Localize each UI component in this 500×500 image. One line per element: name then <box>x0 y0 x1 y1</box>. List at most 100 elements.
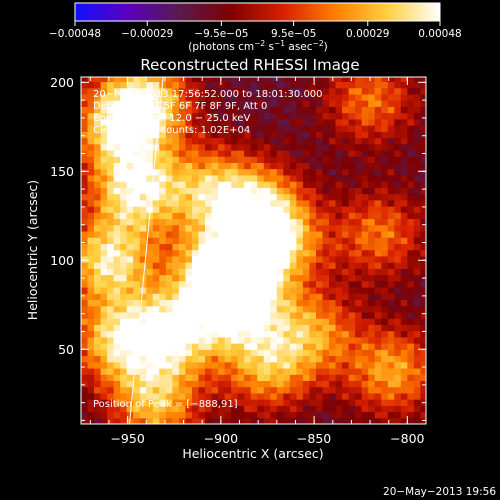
heatmap-cell <box>315 411 324 419</box>
heatmap-cell <box>113 367 121 375</box>
heatmap-cell <box>413 274 422 282</box>
heatmap-cell <box>120 336 128 344</box>
heatmap-cell <box>361 218 369 226</box>
heatmap-cell <box>107 112 115 120</box>
heatmap-cell <box>302 77 311 83</box>
heatmap-cell <box>270 125 278 132</box>
heatmap-cell <box>244 355 252 363</box>
heatmap-cell <box>381 405 389 413</box>
heatmap-cell <box>413 249 422 257</box>
heatmap-cell <box>322 87 330 95</box>
heatmap-cell <box>296 405 304 413</box>
heatmap-cell <box>270 131 278 139</box>
heatmap-cell <box>172 187 180 195</box>
heatmap-cell <box>139 286 147 294</box>
heatmap-cell <box>283 299 291 307</box>
heatmap-cell <box>374 255 382 263</box>
heatmap-cell <box>231 343 239 350</box>
heatmap-cell <box>198 399 206 406</box>
heatmap-cell <box>335 392 343 400</box>
heatmap-cell <box>296 206 304 213</box>
heatmap-cell <box>361 249 369 257</box>
heatmap-cell <box>361 411 369 419</box>
heatmap-cell <box>394 374 402 381</box>
heatmap-cell <box>302 374 311 381</box>
heatmap-cell <box>237 206 245 213</box>
heatmap-cell <box>231 355 239 363</box>
heatmap-cell <box>315 374 324 381</box>
heatmap-cell <box>231 274 239 282</box>
heatmap-cell <box>296 386 304 394</box>
heatmap-cell <box>296 193 304 201</box>
heatmap-cell <box>355 243 363 251</box>
heatmap-cell <box>296 262 304 269</box>
heatmap-cell <box>394 367 402 375</box>
heatmap-cell <box>413 392 422 400</box>
heatmap-cell <box>224 305 232 313</box>
heatmap-cell <box>302 262 311 269</box>
heatmap-cell <box>133 224 141 232</box>
heatmap-cell <box>165 181 173 188</box>
heatmap-cell <box>87 193 95 201</box>
heatmap-cell <box>126 87 134 95</box>
heatmap-cell <box>361 343 369 350</box>
heatmap-cell <box>309 100 317 107</box>
heatmap-cell <box>172 280 180 288</box>
heatmap-cell <box>413 343 422 350</box>
heatmap-cell <box>250 112 258 120</box>
heatmap-cell <box>342 286 350 294</box>
heatmap-cell <box>309 305 317 313</box>
heatmap-cell <box>237 405 245 413</box>
heatmap-cell <box>205 274 213 282</box>
heatmap-cell <box>172 243 180 251</box>
heatmap-cell <box>198 274 206 282</box>
heatmap-cell <box>276 77 284 83</box>
heatmap-cell <box>205 293 213 301</box>
heatmap-cell <box>413 212 422 220</box>
heatmap-cell <box>178 330 187 338</box>
heatmap-cell <box>289 212 297 220</box>
heatmap-cell <box>211 349 219 357</box>
heatmap-cell <box>263 230 271 238</box>
heatmap-cell <box>113 355 121 363</box>
heatmap-cell <box>87 411 95 419</box>
heatmap-cell <box>342 280 350 288</box>
heatmap-cell <box>420 255 426 263</box>
heatmap-cell <box>374 230 382 238</box>
heatmap-cell <box>322 218 330 226</box>
heatmap-cell <box>237 399 245 406</box>
heatmap-cell <box>407 237 415 244</box>
heatmap-cell <box>335 81 343 89</box>
heatmap-cell <box>329 112 337 120</box>
heatmap-cell <box>100 218 108 226</box>
heatmap-cell <box>198 156 206 164</box>
heatmap-cell <box>178 386 187 394</box>
heatmap-cell <box>126 230 134 238</box>
heatmap-cell <box>289 305 297 313</box>
heatmap-cell <box>244 249 252 257</box>
heatmap-cell <box>126 125 134 132</box>
heatmap-cell <box>224 330 232 338</box>
heatmap-cell <box>237 305 245 313</box>
heatmap-cell <box>126 187 134 195</box>
heatmap-cell <box>407 81 415 89</box>
heatmap-cell <box>355 193 363 201</box>
heatmap-cell <box>218 280 226 288</box>
heatmap-cell <box>120 199 128 207</box>
heatmap-cell <box>348 268 356 276</box>
heatmap-cell <box>283 349 291 357</box>
heatmap-cell <box>322 268 330 276</box>
heatmap-cell <box>139 343 147 350</box>
colorbar-tick-label: 0.00029 <box>346 28 389 40</box>
heatmap-cell <box>394 174 402 182</box>
heatmap-cell <box>309 81 317 89</box>
heatmap-cell <box>205 249 213 257</box>
heatmap-cell <box>94 206 102 213</box>
heatmap-cell <box>81 118 89 126</box>
heatmap-cell <box>120 299 128 307</box>
heatmap-cell <box>100 162 108 170</box>
heatmap-cell <box>335 125 343 132</box>
heatmap-cell <box>113 293 121 301</box>
heatmap-cell <box>191 174 200 182</box>
